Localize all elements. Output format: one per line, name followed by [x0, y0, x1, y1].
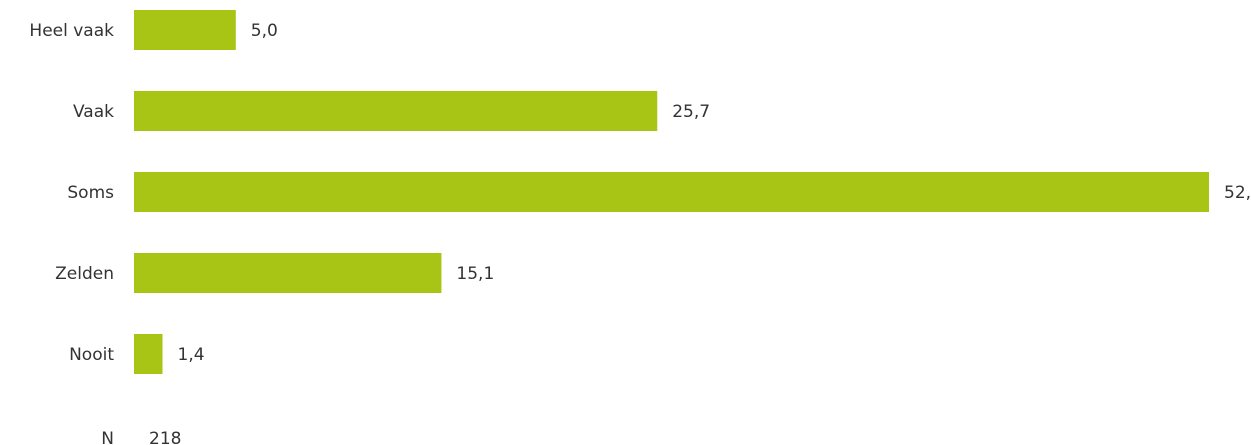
category-label: Heel vaak	[29, 21, 114, 41]
bar	[134, 172, 1209, 212]
bars-layer: Heel vaak 5,0 Vaak 25,7 Soms 52,8 Zelden 15,1 No…	[29, 10, 1251, 374]
value-label: 52,8	[1224, 183, 1251, 203]
bar	[134, 91, 658, 131]
n-label: N	[101, 429, 114, 445]
category-label: Vaak	[73, 102, 114, 122]
category-label: Nooit	[69, 345, 114, 365]
value-label: 5,0	[251, 21, 278, 41]
category-label: Soms	[67, 183, 114, 203]
bar	[134, 253, 442, 293]
value-label: 1,4	[178, 345, 205, 365]
value-label: 25,7	[672, 102, 710, 122]
n-value: 218	[149, 429, 181, 445]
bar	[134, 334, 163, 374]
value-label: 15,1	[456, 264, 494, 284]
bar	[134, 10, 236, 50]
category-label: Zelden	[55, 264, 114, 284]
